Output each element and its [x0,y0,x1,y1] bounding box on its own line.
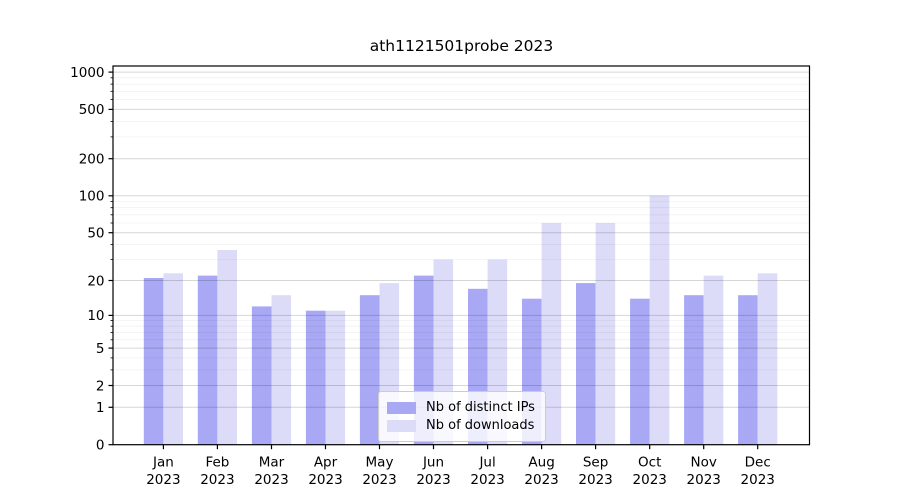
legend-swatch-downloads [387,419,416,432]
legend-swatch-distinct-ips [387,401,416,414]
bar-distinct-ips-dec [738,295,758,445]
x-tick-label-month-may: May [366,455,394,471]
bar-downloads-apr [325,310,346,445]
y-tick-label-5: 5 [96,341,105,357]
x-tick-label-year-sep: 2023 [578,472,612,488]
x-tick-label-year-apr: 2023 [308,472,342,488]
legend-item-downloads: Nb of downloads [387,417,537,434]
bar-downloads-dec [757,273,778,445]
bar-distinct-ips-oct [630,298,650,445]
x-tick-label-year-dec: 2023 [741,472,775,488]
x-tick-label-month-jul: Jul [478,455,495,471]
chart-title: ath1121501probe 2023 [369,37,554,55]
x-tick-label-month-aug: Aug [528,455,554,471]
legend-label-downloads: Nb of downloads [426,418,535,433]
x-tick-label-year-jan: 2023 [146,472,180,488]
x-tick-label-year-oct: 2023 [633,472,667,488]
bar-distinct-ips-mar [251,306,272,445]
y-tick-label-0: 0 [96,438,105,454]
y-tick-label-20: 20 [87,273,104,289]
y-tick-label-500: 500 [79,102,105,118]
bar-distinct-ips-feb [197,275,218,445]
bar-downloads-feb [217,250,237,445]
x-tick-label-month-nov: Nov [691,455,717,471]
bar-distinct-ips-may [359,295,380,445]
x-tick-label-year-mar: 2023 [254,472,288,488]
y-tick-label-100: 100 [79,189,105,205]
bar-downloads-nov [703,275,724,445]
x-tick-label-year-feb: 2023 [200,472,234,488]
x-tick-label-month-oct: Oct [638,455,661,471]
legend: Nb of distinct IPs Nb of downloads [378,391,546,442]
bar-distinct-ips-apr [305,310,326,445]
x-tick-label-month-sep: Sep [583,455,608,471]
bar-downloads-jan [163,273,183,445]
x-tick-label-month-mar: Mar [259,455,285,471]
y-tick-label-50: 50 [87,226,104,242]
x-tick-label-year-nov: 2023 [687,472,721,488]
bar-downloads-aug [541,223,562,445]
bar-downloads-sep [595,223,616,445]
legend-label-distinct-ips: Nb of distinct IPs [426,400,535,415]
y-tick-label-10: 10 [87,308,104,324]
x-tick-label-month-feb: Feb [205,455,229,471]
bar-downloads-mar [271,295,292,445]
y-tick-label-1: 1 [96,400,105,416]
bar-distinct-ips-nov [684,295,704,445]
bar-distinct-ips-sep [576,283,596,445]
x-tick-label-month-jan: Jan [152,455,174,471]
bar-downloads-oct [649,195,670,445]
legend-item-distinct-ips: Nb of distinct IPs [387,399,537,416]
y-tick-label-200: 200 [79,152,105,168]
y-tick-label-2: 2 [96,378,105,394]
x-tick-label-month-dec: Dec [745,455,771,471]
y-tick-label-1000: 1000 [70,65,104,81]
bar-distinct-ips-jan [143,278,164,445]
x-tick-label-month-jun: Jun [422,455,444,471]
plot-border [112,65,811,446]
x-tick-label-month-apr: Apr [314,455,338,471]
x-tick-label-year-aug: 2023 [524,472,558,488]
x-tick-label-year-may: 2023 [362,472,396,488]
x-tick-label-year-jul: 2023 [470,472,504,488]
x-tick-label-year-jun: 2023 [416,472,450,488]
